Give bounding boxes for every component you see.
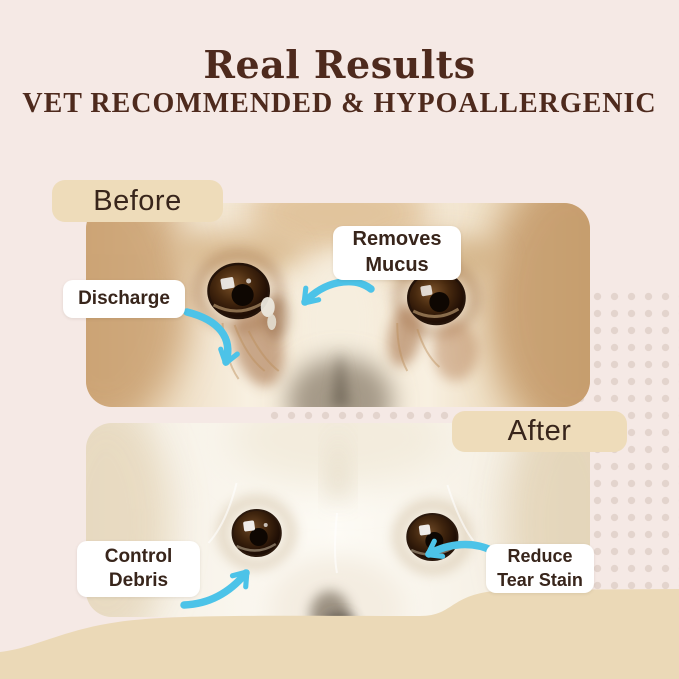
- after-left-eye: [231, 509, 282, 557]
- callout-discharge: Discharge: [63, 280, 185, 318]
- before-left-eye: [207, 262, 270, 320]
- page-title: Real Results: [203, 42, 476, 87]
- before-tag: Before: [52, 180, 223, 222]
- callout-control-debris: Control Debris: [77, 541, 200, 597]
- callout-reduce-tear-stain: Reduce Tear Stain: [486, 544, 594, 593]
- callout-line: Removes: [352, 228, 442, 251]
- after-right-eye: [406, 513, 459, 561]
- after-tag-label: After: [507, 415, 572, 447]
- callout-line: Reduce: [507, 546, 573, 567]
- callout-line: Debris: [108, 570, 169, 591]
- callout-line: Tear Stain: [497, 569, 583, 590]
- callout-line: Discharge: [78, 287, 170, 309]
- callout-line: Control: [104, 545, 173, 567]
- bottom-wave-decoration: [0, 589, 679, 679]
- callout-removes-mucus: Removes Mucus: [333, 226, 461, 280]
- callout-line: Mucus: [365, 254, 429, 276]
- after-tag: After: [452, 411, 627, 452]
- mucus-discharge-blob: [260, 297, 275, 317]
- page-subtitle: VET RECOMMENDED & HYPOALLERGENIC: [22, 88, 657, 119]
- before-tag-label: Before: [93, 184, 182, 217]
- before-right-eye: [407, 270, 466, 326]
